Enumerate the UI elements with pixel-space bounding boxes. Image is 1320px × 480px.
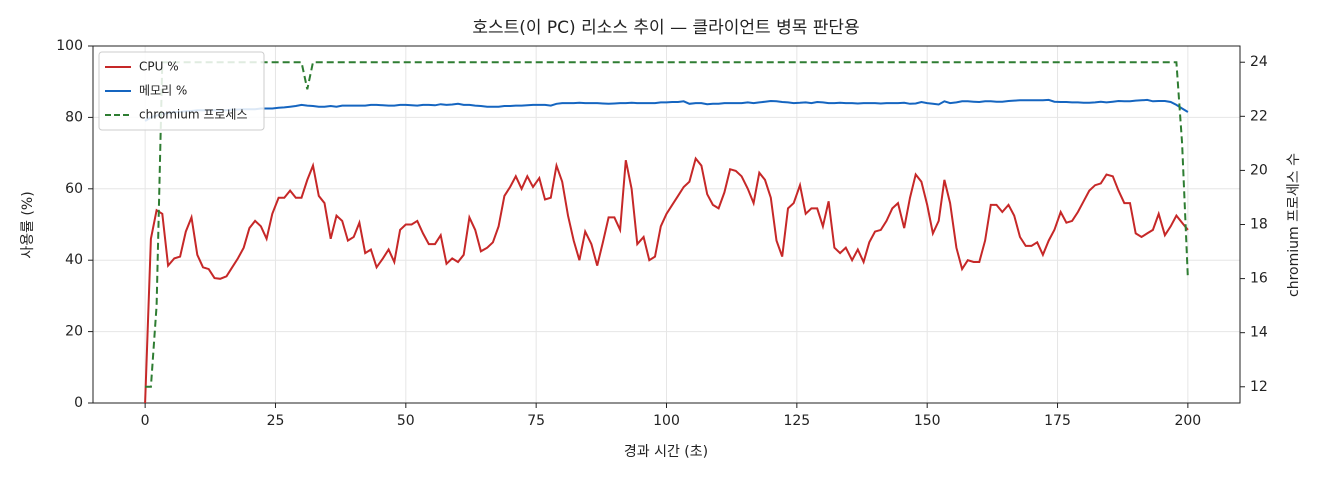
- y2-tick-label: 14: [1250, 325, 1268, 341]
- data-line: [145, 61, 1189, 388]
- y-tick-label: 40: [65, 252, 83, 268]
- y-tick-label: 60: [65, 181, 83, 197]
- y-tick-label: 100: [56, 38, 83, 54]
- y2-tick-label: 24: [1250, 54, 1268, 70]
- legend-box: [98, 51, 265, 131]
- x-tick-label: 200: [1174, 413, 1201, 429]
- x-tick-label: 125: [783, 413, 810, 429]
- legend-label: chromium 프로세스: [139, 108, 248, 122]
- y2-tick-label: 16: [1250, 271, 1268, 287]
- x-tick-label: 0: [141, 413, 150, 429]
- y2-tick-label: 18: [1250, 217, 1268, 233]
- x-axis-label: 경과 시간 (초): [624, 444, 708, 460]
- y2-axis-label: chromium 프로세스 수: [1286, 153, 1302, 297]
- y-axis-label: 사용률 (%): [20, 191, 36, 258]
- data-line: [144, 156, 1189, 404]
- y2-tick-label: 20: [1250, 162, 1268, 178]
- x-tick-label: 75: [527, 413, 545, 429]
- y-tick-label: 20: [65, 324, 83, 340]
- x-tick-label: 175: [1044, 413, 1071, 429]
- x-tick-label: 50: [397, 413, 415, 429]
- legend: CPU % 메모리 % chromium 프로세스: [98, 51, 265, 131]
- y2-tick-label: 12: [1250, 379, 1268, 395]
- chart-title: 호스트(이 PC) 리소스 추이 — 클라이언트 병목 판단용: [472, 18, 859, 38]
- x-tick-label: 150: [914, 413, 941, 429]
- plot-frame: [92, 45, 1241, 404]
- data-line: [144, 98, 1189, 122]
- y-tick-label: 80: [65, 109, 83, 125]
- y-tick-label: 0: [74, 395, 83, 411]
- x-tick-label: 25: [267, 413, 285, 429]
- y2-tick-label: 22: [1250, 108, 1268, 124]
- legend-label: 메모리 %: [139, 84, 187, 98]
- legend-label: CPU %: [139, 60, 179, 74]
- x-tick-label: 100: [653, 413, 680, 429]
